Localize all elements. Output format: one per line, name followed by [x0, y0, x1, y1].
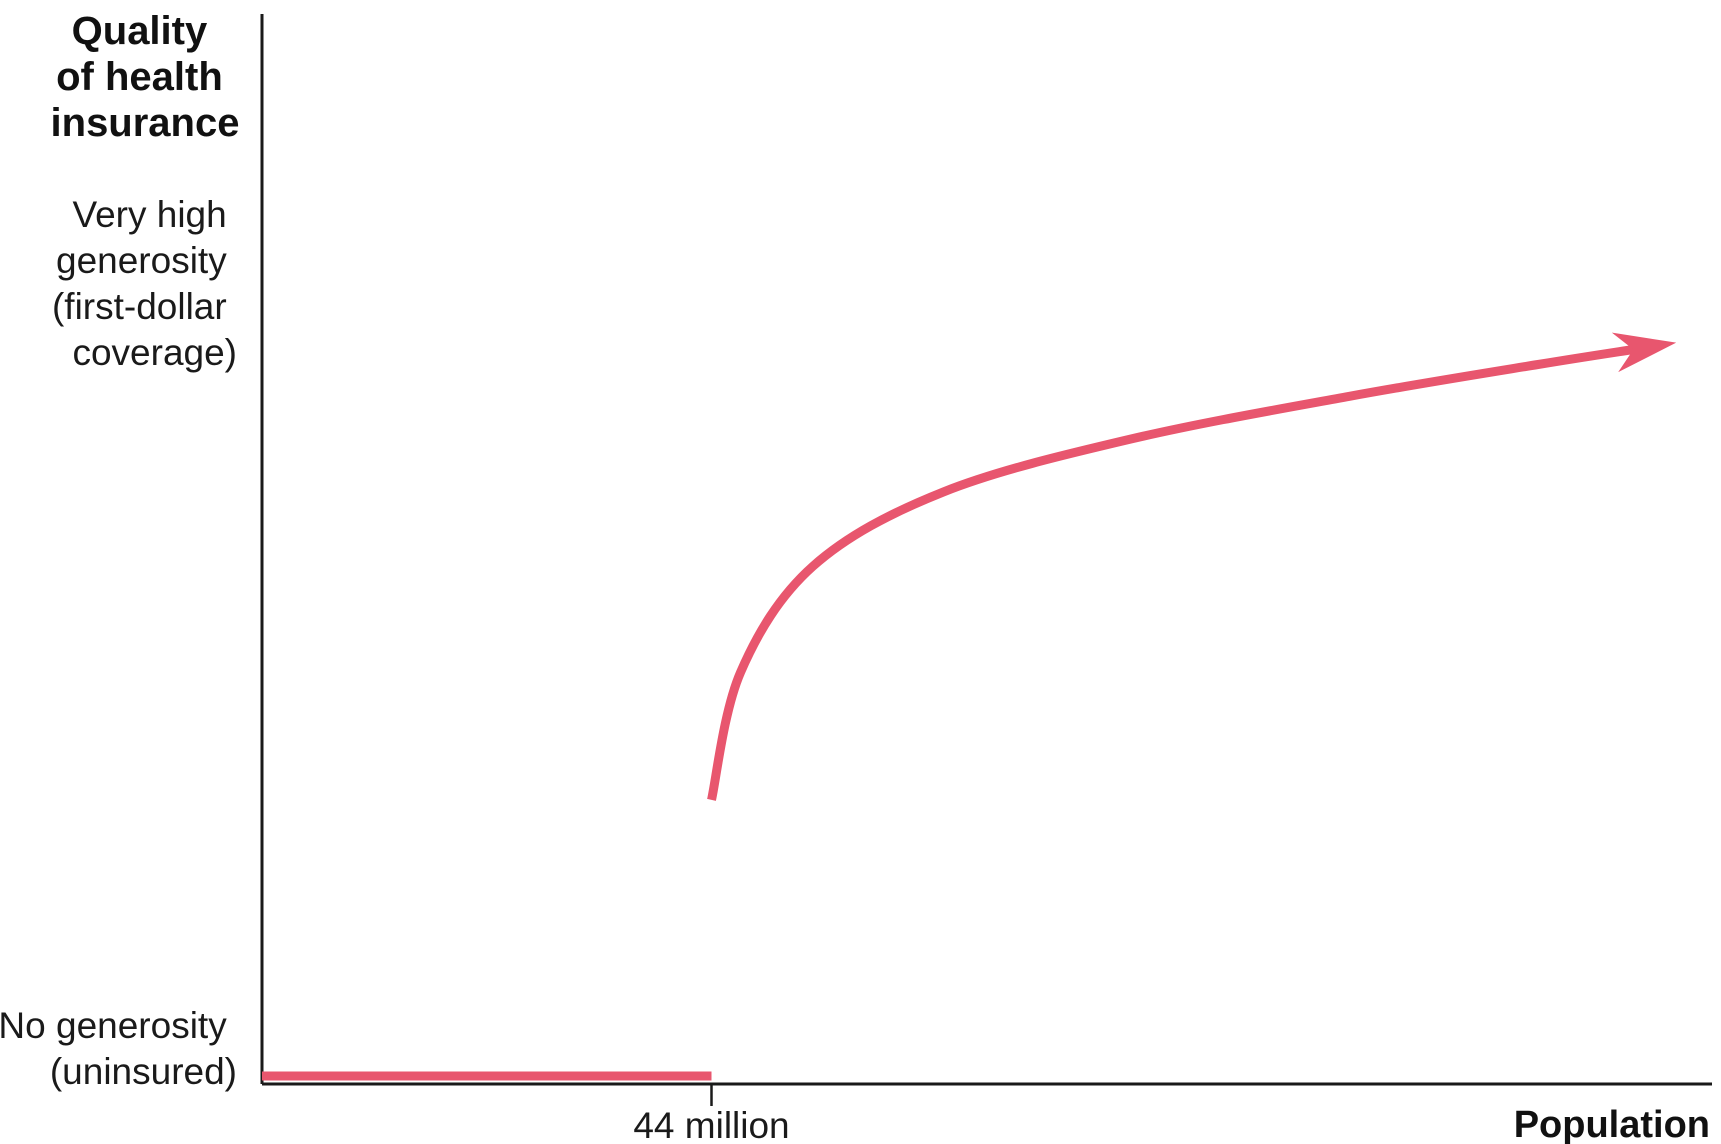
y-level-high-line-1: Very high	[72, 194, 226, 235]
y-axis-title-line-2: of health	[56, 55, 223, 99]
series-group	[262, 332, 1677, 1081]
y-level-low-line-2: (uninsured)	[50, 1051, 237, 1092]
y-level-high-label: Very high generosity (first-dollar cover…	[52, 194, 237, 373]
x-tick-label-44-million: 44 million	[633, 1105, 789, 1144]
y-level-low-line-1: No generosity	[0, 1005, 227, 1046]
y-axis-title: Quality of health insurance	[51, 9, 240, 145]
y-axis-title-line-3: insurance	[51, 101, 240, 145]
y-level-high-line-4: coverage)	[72, 332, 237, 373]
y-level-high-line-2: generosity	[56, 240, 227, 281]
y-level-low-label: No generosity (uninsured)	[0, 1005, 237, 1092]
y-axis-title-line-1: Quality	[72, 9, 208, 53]
x-axis-title: Population	[1514, 1104, 1710, 1144]
y-level-high-line-3: (first-dollar	[52, 286, 227, 327]
series-line-insured	[707, 332, 1677, 801]
